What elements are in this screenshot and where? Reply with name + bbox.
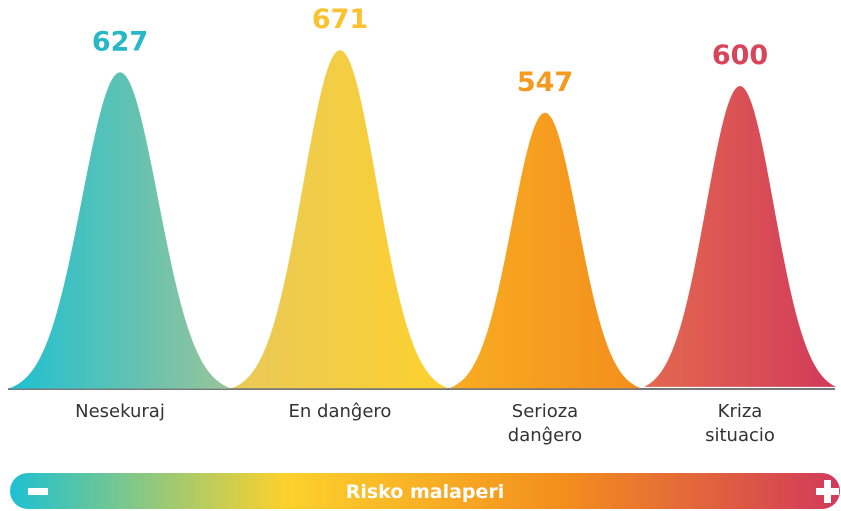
value-label: 671 bbox=[312, 4, 368, 35]
peak bbox=[232, 50, 448, 389]
minus-icon bbox=[28, 488, 48, 495]
peak bbox=[644, 86, 836, 387]
peak bbox=[449, 112, 641, 389]
peak bbox=[8, 72, 232, 389]
plus-icon bbox=[816, 480, 839, 503]
value-label: 547 bbox=[517, 67, 573, 98]
category-label: En danĝero bbox=[288, 401, 392, 422]
risk-scale bbox=[10, 473, 840, 509]
category-label: Serioza danĝero bbox=[507, 401, 583, 446]
value-label: 600 bbox=[712, 40, 768, 71]
value-label: 627 bbox=[92, 26, 148, 57]
category-label: Kriza situacio bbox=[705, 401, 775, 446]
category-label: Nesekuraj bbox=[75, 401, 165, 422]
scale-label: Risko malaperi bbox=[346, 481, 505, 503]
